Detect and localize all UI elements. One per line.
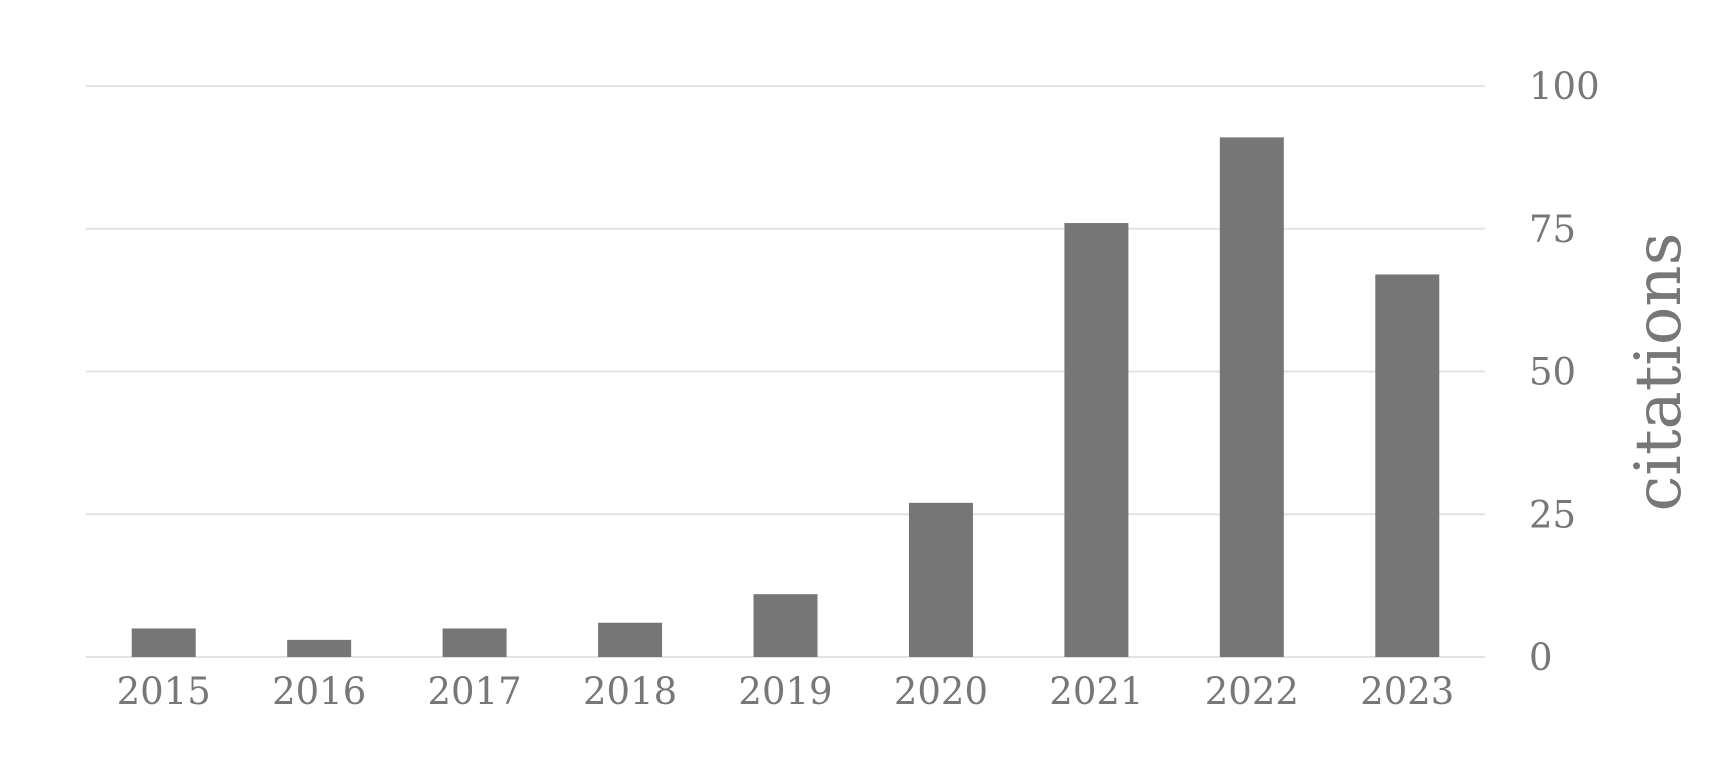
x-tick-label: 2015 [117,670,211,713]
bar-2018 [598,622,663,657]
x-tick-label: 2021 [1049,670,1143,713]
bar-2019 [753,594,818,657]
y-tick-label: 0 [1529,636,1553,679]
bars [131,137,1440,658]
bar-2017 [442,628,507,657]
bar-2021 [1064,223,1129,658]
x-axis-tick-labels: 2015 2016 2017 2018 2019 2020 2021 2022 2023 [117,670,1455,713]
x-tick-label: 2023 [1360,670,1454,713]
y-tick-label: 50 [1529,351,1576,394]
y-axis-tick-labels: 0 25 50 75 100 [1529,65,1600,679]
x-tick-label: 2020 [894,670,988,713]
y-tick-label: 25 [1529,493,1576,536]
x-tick-label: 2018 [583,670,677,713]
bar-2022 [1219,137,1284,657]
bar-2020 [908,502,973,657]
bar-2015 [131,628,196,657]
x-tick-label: 2019 [738,670,832,713]
bar-2016 [287,639,352,657]
y-tick-label: 100 [1529,65,1600,108]
x-tick-label: 2022 [1205,670,1299,713]
y-axis-title: citations [1622,233,1696,512]
y-tick-label: 75 [1529,208,1576,251]
x-tick-label: 2016 [272,670,366,713]
x-tick-label: 2017 [428,670,522,713]
bar-2023 [1375,274,1440,657]
